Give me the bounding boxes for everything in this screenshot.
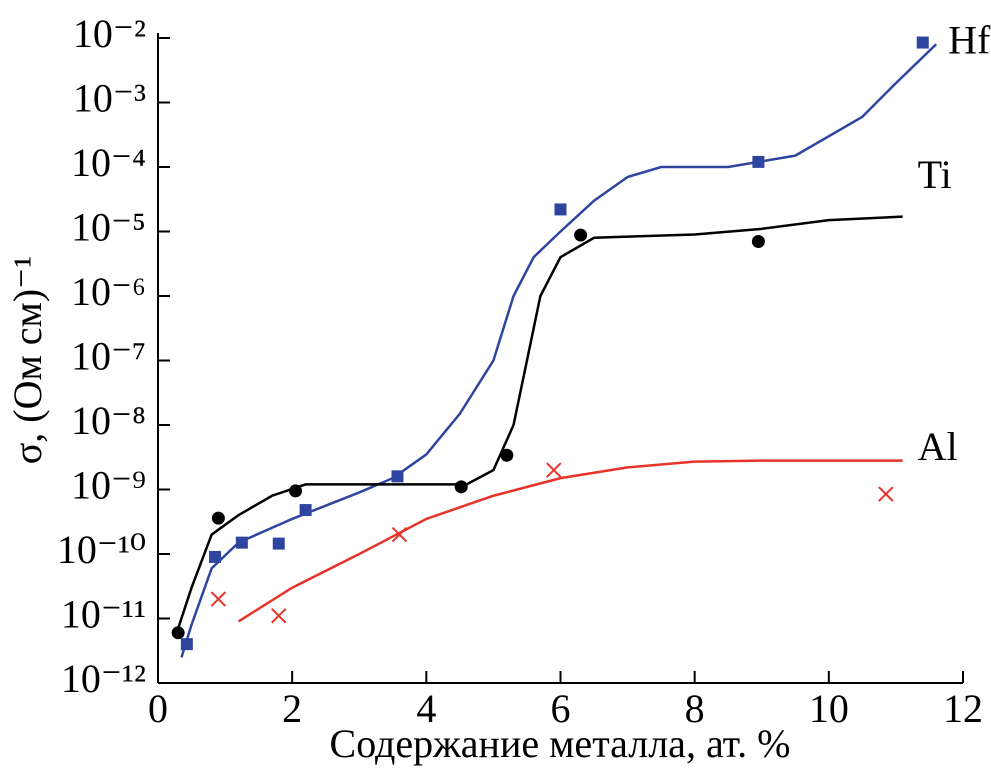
x-tick-label: 8 <box>685 686 705 731</box>
y-tick-label: 10⁻⁷ <box>71 334 146 379</box>
x-tick-label: 12 <box>943 686 983 731</box>
y-tick-label: 10⁻¹⁰ <box>57 527 146 572</box>
point <box>391 470 404 483</box>
series-label: Al <box>918 424 958 469</box>
x-axis-label: Содержание металла, ат. % <box>330 721 791 766</box>
point <box>235 536 248 549</box>
point <box>272 537 285 550</box>
series-label: Hf <box>948 17 991 62</box>
x-tick-label: 2 <box>282 686 302 731</box>
y-tick-label: 10⁻³ <box>73 76 146 121</box>
point <box>752 155 765 168</box>
point <box>546 462 562 478</box>
point <box>210 591 227 607</box>
point <box>171 626 185 640</box>
y-tick-label: 10⁻¹¹ <box>61 592 146 637</box>
point <box>554 203 567 216</box>
point <box>878 486 894 502</box>
point <box>751 234 765 248</box>
y-tick-label: 10⁻⁵ <box>71 205 146 250</box>
series-label: Ti <box>918 152 952 197</box>
point <box>299 504 312 517</box>
point <box>391 526 408 543</box>
point <box>211 511 225 525</box>
y-axis-label: σ, (Ом см)⁻¹ <box>5 256 50 465</box>
y-tick-label: 10⁻⁶ <box>71 269 146 314</box>
point <box>500 448 514 462</box>
x-tick-label: 0 <box>148 686 168 731</box>
point <box>271 608 287 624</box>
point <box>289 484 303 498</box>
x-tick-label: 4 <box>416 686 436 731</box>
x-tick-label: 6 <box>551 686 571 731</box>
fit-line <box>237 459 903 623</box>
x-tick-label: 10 <box>809 686 849 731</box>
fit-line <box>176 215 903 629</box>
point <box>574 228 588 242</box>
y-tick-label: 10⁻⁴ <box>71 140 146 185</box>
point <box>180 638 193 651</box>
point <box>454 480 468 494</box>
point <box>916 36 929 49</box>
y-tick-label: 10⁻² <box>73 11 146 56</box>
point <box>209 550 222 563</box>
y-tick-label: 10⁻⁸ <box>71 398 146 443</box>
y-tick-label: 10⁻⁹ <box>71 463 146 508</box>
y-tick-label: 10⁻¹² <box>61 656 146 701</box>
fit-line <box>180 43 938 658</box>
